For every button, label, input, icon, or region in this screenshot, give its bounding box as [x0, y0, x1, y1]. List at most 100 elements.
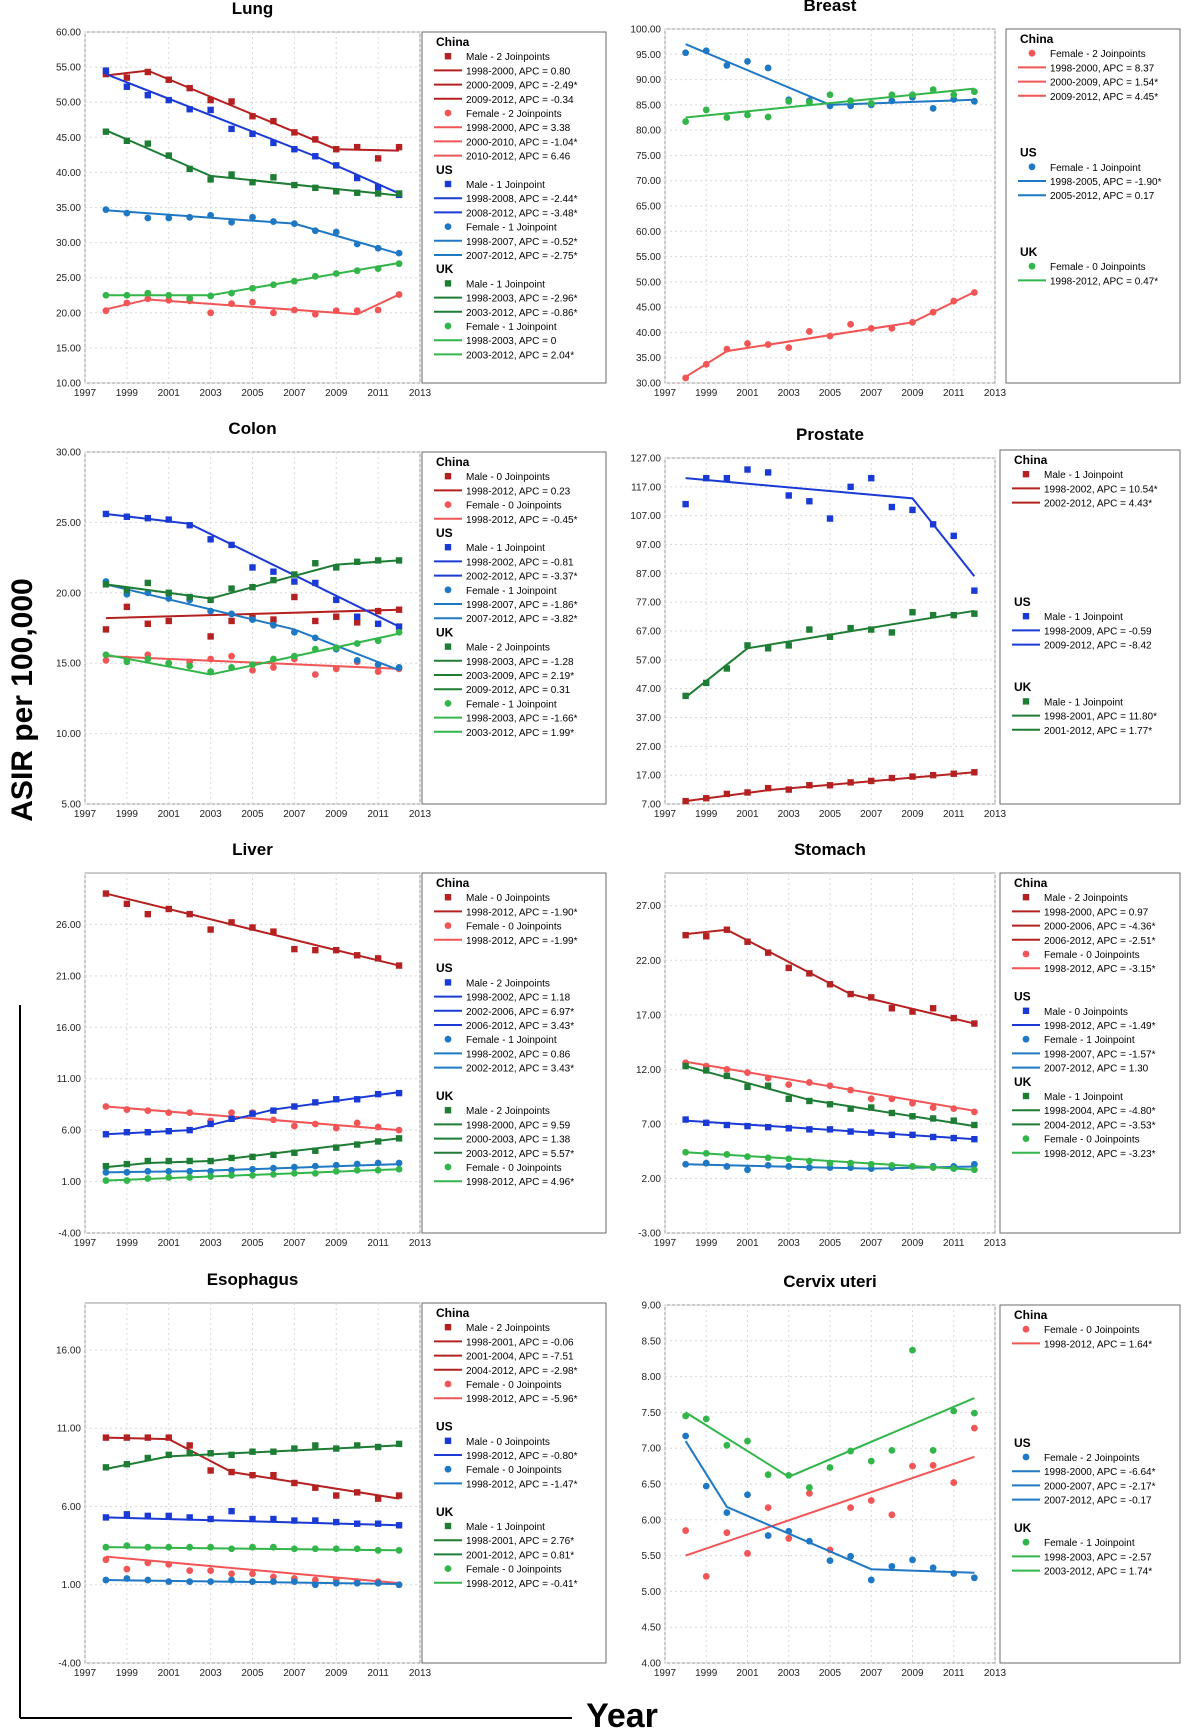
data-point — [332, 1124, 340, 1132]
data-point — [847, 97, 855, 105]
legend-marker — [1022, 1007, 1030, 1014]
data-point — [785, 1095, 792, 1103]
legend-header: US — [1020, 146, 1037, 160]
data-point — [123, 513, 131, 520]
legend-header: UK — [436, 1089, 454, 1103]
data-point — [744, 1122, 751, 1130]
data-point — [374, 557, 382, 564]
data-point — [805, 1489, 813, 1497]
data-point — [395, 1165, 403, 1173]
data-point — [102, 128, 110, 135]
data-point — [270, 218, 277, 225]
data-point — [333, 1445, 340, 1452]
data-point — [228, 1468, 235, 1476]
data-point — [785, 1535, 793, 1542]
legend-header: UK — [436, 262, 454, 276]
data-point — [186, 84, 193, 92]
data-point — [102, 1103, 110, 1110]
data-point — [929, 1005, 937, 1012]
data-point — [702, 1149, 710, 1157]
x-tick-label: 2013 — [409, 1668, 432, 1679]
data-point — [249, 1471, 256, 1479]
x-tick-label: 2005 — [241, 1668, 264, 1679]
data-point — [374, 1546, 382, 1554]
legend-label: 1998-2012, APC = -1.90* — [466, 907, 578, 918]
legend-label: 2003-2012, APC = 1.99* — [466, 728, 574, 739]
legend-label: 1998-2002, APC = 0.86 — [466, 1049, 571, 1060]
data-point — [165, 76, 172, 83]
legend-label: 1998-2012, APC = -5.96* — [466, 1394, 578, 1405]
legend-label: Male - 1 Joinpoint — [1044, 470, 1123, 481]
data-point — [806, 1126, 813, 1133]
legend-label: 2001-2004, APC = -7.51 — [466, 1352, 574, 1363]
data-point — [929, 1164, 937, 1171]
data-point — [353, 619, 361, 626]
data-point — [395, 623, 403, 630]
y-tick-label: 80.00 — [636, 126, 661, 137]
data-point — [847, 990, 854, 998]
y-tick-label: 4.50 — [642, 1623, 662, 1634]
data-point — [228, 1172, 235, 1179]
data-point — [929, 308, 937, 316]
data-point — [123, 586, 131, 594]
data-point — [312, 184, 319, 192]
data-point — [353, 1141, 361, 1148]
data-point — [186, 106, 193, 113]
data-point — [971, 1121, 978, 1129]
data-point — [165, 905, 172, 913]
legend-label: 1998-2012, APC = -1.49* — [1044, 1021, 1156, 1032]
data-point — [249, 1515, 256, 1523]
y-tick-label: 20.00 — [56, 588, 81, 599]
y-tick-label: 7.00 — [642, 1444, 662, 1455]
data-point — [353, 558, 361, 566]
data-point — [291, 146, 298, 153]
legend-label: Male - 1 Joinpoint — [1044, 612, 1123, 623]
x-tick-label: 1997 — [654, 809, 677, 820]
data-point — [826, 91, 834, 99]
data-point — [186, 1543, 194, 1551]
data-point — [909, 506, 916, 514]
data-point — [228, 1109, 235, 1117]
y-tick-label: 35.00 — [56, 203, 81, 214]
data-point — [102, 890, 110, 897]
data-point — [249, 1543, 256, 1551]
data-point — [102, 1168, 110, 1176]
fit-line-0 — [105, 608, 400, 620]
data-point — [270, 1116, 277, 1124]
y-tick-label: 40.00 — [636, 328, 661, 339]
data-point — [270, 576, 277, 584]
y-tick-label: 107.00 — [630, 511, 661, 522]
data-point — [950, 1105, 958, 1113]
legend-label: Female - 0 Joinpoints — [466, 1380, 562, 1391]
legend-label: Male - 1 Joinpoint — [466, 180, 545, 191]
data-point — [123, 1565, 131, 1573]
data-point — [353, 1579, 361, 1587]
legend-label: 2005-2012, APC = 0.17 — [1050, 191, 1155, 202]
data-point — [207, 1578, 215, 1586]
legend-label: 1998-2003, APC = -2.57 — [1044, 1552, 1152, 1563]
legend-label: Male - 0 Joinpoints — [466, 472, 550, 483]
data-point — [847, 1086, 855, 1094]
legend-marker — [1022, 1035, 1030, 1043]
legend-label: Female - 0 Joinpoints — [1044, 1135, 1140, 1146]
data-point — [123, 603, 131, 611]
data-point — [102, 206, 110, 214]
data-point — [395, 1135, 403, 1142]
x-axis-title: Year — [586, 1697, 658, 1731]
data-point — [806, 498, 813, 505]
legend-label: 2007-2012, APC = 1.30 — [1044, 1064, 1149, 1075]
data-point — [312, 1517, 319, 1524]
x-tick-label: 2003 — [778, 1668, 801, 1679]
x-tick-label: 2003 — [778, 809, 801, 820]
data-point — [785, 786, 792, 793]
data-point — [971, 610, 978, 617]
data-point — [102, 1131, 110, 1138]
data-point — [395, 664, 403, 671]
legend-marker — [444, 1465, 452, 1473]
legend-label: 1998-2000, APC = 0.97 — [1044, 907, 1149, 918]
x-tick-label: 2013 — [984, 809, 1007, 820]
data-point — [165, 1174, 173, 1181]
data-point — [249, 666, 256, 674]
legend-marker — [444, 922, 452, 929]
x-tick-label: 2013 — [409, 1238, 432, 1249]
